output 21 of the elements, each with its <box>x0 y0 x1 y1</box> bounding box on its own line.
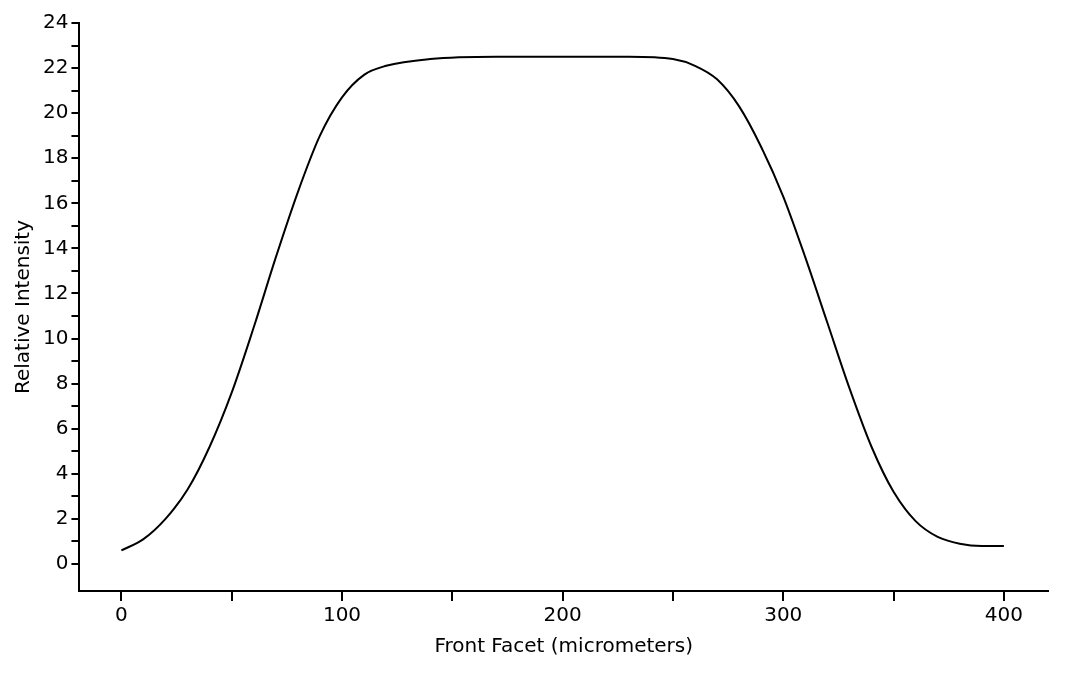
y-tick-label: 0 <box>55 550 69 575</box>
y-tick-label: 22 <box>43 54 69 79</box>
y-tick-label: 2 <box>55 505 69 530</box>
y-tick-label: 20 <box>43 99 69 124</box>
x-axis-title: Front Facet (micrometers) <box>434 633 694 658</box>
y-tick-label: 6 <box>55 414 69 439</box>
y-tick-label: 24 <box>43 9 69 34</box>
x-tick-label: 400 <box>984 602 1023 627</box>
y-tick-label: 14 <box>43 234 69 259</box>
line-series <box>120 55 1005 552</box>
y-axis-title: Relative Intensity <box>10 219 35 395</box>
x-tick-label: 0 <box>115 602 128 627</box>
x-tick-label: 300 <box>764 602 803 627</box>
y-tick-label: 8 <box>55 369 69 394</box>
y-tick-label: 18 <box>43 144 69 169</box>
x-tick-label: 100 <box>322 602 362 627</box>
y-tick-label: 4 <box>55 460 69 484</box>
y-tick-label: 16 <box>43 189 69 214</box>
y-tick-label: 10 <box>43 324 69 349</box>
x-tick-label: 200 <box>543 602 582 627</box>
y-tick-label: 12 <box>43 279 69 304</box>
